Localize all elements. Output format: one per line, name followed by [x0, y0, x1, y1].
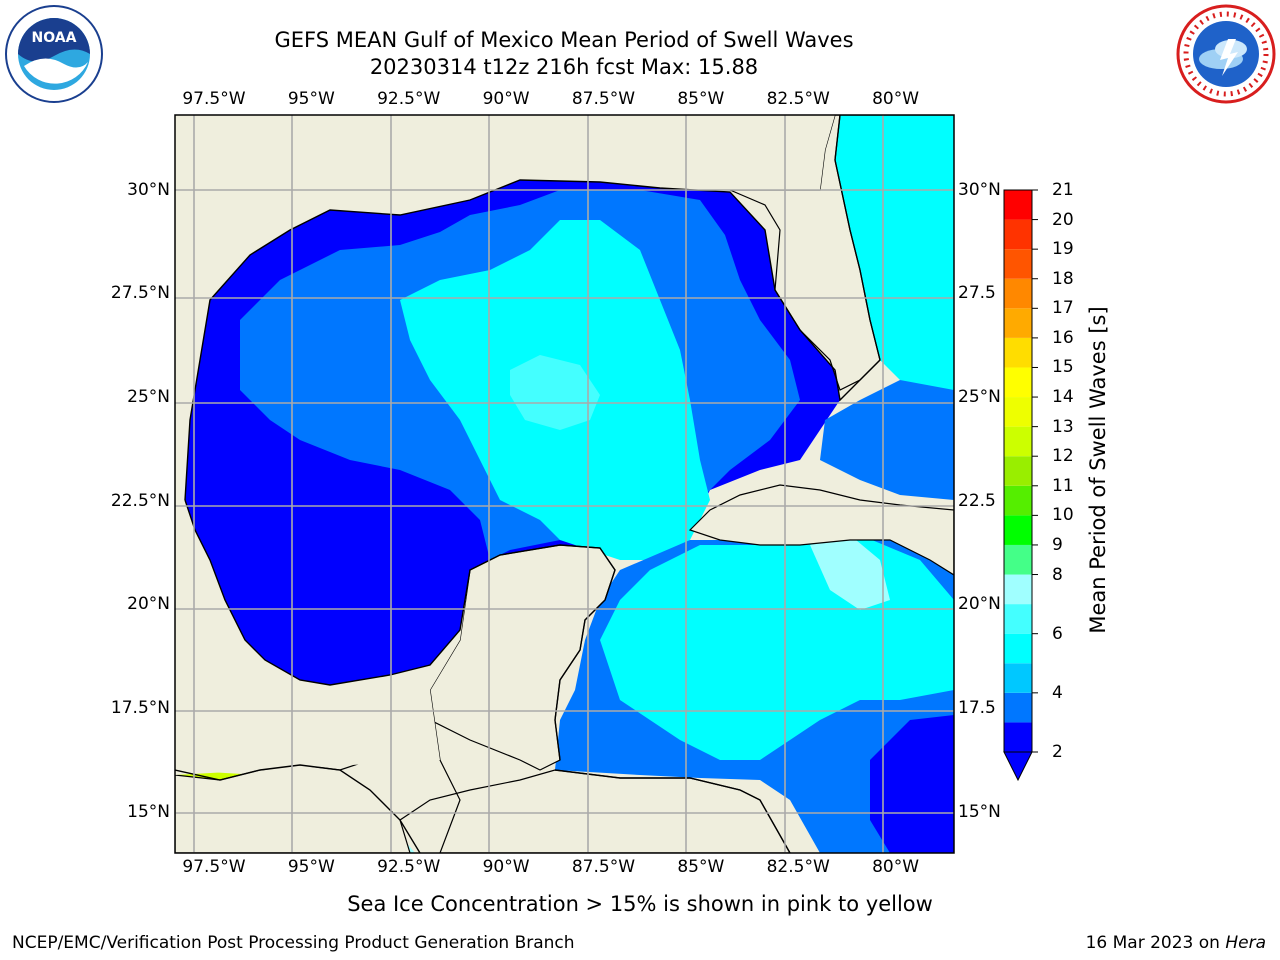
- land-cuba: [688, 484, 954, 576]
- colorbar-swatch: [1004, 308, 1032, 338]
- coastline-central-america: [175, 764, 791, 853]
- footer-date: 16 Mar 2023 on Hera: [1086, 933, 1266, 953]
- colorbar-tick-label: 10: [1052, 505, 1074, 526]
- colorbar-swatch: [1004, 485, 1032, 516]
- y-tick-label-right: 17.5: [958, 697, 996, 718]
- plot-frame: [174, 114, 955, 854]
- y-tick-label-right: 15°N: [958, 801, 1001, 822]
- sea-ice-caption: Sea Ice Concentration > 15% is shown in …: [347, 892, 933, 916]
- coastline-mexico: [184, 499, 616, 761]
- gulf-water-light-2: [510, 355, 600, 430]
- gridlines: [175, 115, 954, 853]
- y-tick-label-left: 30°N: [127, 179, 170, 200]
- x-tick-label-bottom: 92.5°W: [377, 857, 441, 877]
- colorbar-frame: [1003, 189, 1033, 753]
- y-tick-label-left: 25°N: [127, 386, 170, 407]
- caribbean-water-lighter: [810, 535, 890, 610]
- colorbar-swatch: [1004, 367, 1032, 398]
- colorbar-tick-label: 8: [1052, 564, 1063, 585]
- colorbar: [1003, 189, 1038, 782]
- y-tick-label-left: 27.5°N: [110, 283, 170, 304]
- colorbar-tick-label: 6: [1052, 623, 1063, 644]
- colorbar-tick-label: 18: [1052, 268, 1074, 289]
- colorbar-swatch: [1004, 544, 1032, 575]
- colorbar-swatch: [1004, 278, 1032, 309]
- x-tick-label-bottom: 90°W: [482, 857, 530, 877]
- x-tick-label-bottom: 85°W: [677, 857, 725, 877]
- chart-subtitle: 20230314 t12z 216h fcst Max: 15.88: [369, 55, 759, 79]
- x-tick-label-top: 87.5°W: [571, 89, 636, 109]
- x-tick-label-bottom: 87.5°W: [571, 857, 636, 877]
- atlantic-water: [830, 115, 954, 395]
- colorbar-extend-min: [1003, 751, 1033, 782]
- y-tick-label-left: 17.5°N: [110, 697, 170, 718]
- colorbar-label: Mean Period of Swell Waves [s]: [1086, 306, 1110, 634]
- colorbar-swatch: [1004, 456, 1032, 486]
- colorbar-swatch: [1004, 663, 1032, 693]
- colorbar-tick-label: 11: [1052, 475, 1074, 496]
- y-tick-label-right: 22.5: [958, 490, 996, 511]
- y-tick-label-right: 27.5: [958, 283, 996, 304]
- caribbean-water-dark: [870, 715, 954, 853]
- x-tick-label-bottom: 82.5°W: [766, 857, 830, 877]
- land-mexico-east: [175, 500, 470, 775]
- colorbar-swatch: [1004, 426, 1032, 457]
- colorbar-tick-label: 2: [1052, 742, 1063, 762]
- colorbar-swatch: [1004, 692, 1032, 723]
- x-tick-label-bottom: 97.5°W: [182, 857, 246, 877]
- colorbar-tick-label: 15: [1052, 357, 1074, 378]
- coastline: [184, 115, 881, 501]
- y-tick-label-left: 22.5°N: [110, 490, 170, 511]
- colorbar-tick-label: 20: [1052, 209, 1074, 230]
- land-north-coast: [175, 115, 835, 500]
- atlantic-water-mid: [820, 380, 954, 500]
- x-tick-label-bottom: 80°W: [872, 857, 920, 877]
- colorbar-tick-label: 13: [1052, 416, 1074, 437]
- colorbar-swatch: [1004, 397, 1032, 427]
- colorbar-tick-label: 19: [1052, 239, 1074, 260]
- colorbar-tick-label: 4: [1052, 682, 1063, 703]
- y-tick-label-left: 20°N: [127, 594, 170, 615]
- colorbar-tick-label: 16: [1052, 327, 1074, 348]
- colorbar-swatch: [1004, 190, 1032, 220]
- colorbar-swatch: [1004, 515, 1032, 545]
- x-tick-label-top: 95°W: [287, 89, 335, 109]
- colorbar-tick-label: 9: [1052, 534, 1063, 555]
- y-tick-label-right: 30°N: [958, 179, 1001, 200]
- y-tick-label-right: 25°N: [958, 386, 1001, 407]
- x-tick-label-top: 82.5°W: [766, 89, 830, 109]
- colorbar-swatch: [1004, 604, 1032, 634]
- colorbar-swatch: [1004, 219, 1032, 250]
- colorbar-swatch: [1004, 249, 1032, 279]
- colorbar-tick-label: 17: [1052, 298, 1074, 319]
- x-tick-label-top: 85°W: [677, 89, 725, 109]
- colorbar-tick-label: 21: [1052, 180, 1074, 200]
- footer-date-text: 16 Mar 2023 on: [1085, 933, 1220, 953]
- y-tick-label-left: 15°N: [127, 801, 170, 822]
- noaa-logo: NOAA: [5, 5, 103, 103]
- x-tick-label-top: 92.5°W: [377, 89, 441, 109]
- nws-logo: [1176, 4, 1276, 104]
- x-tick-label-top: 90°W: [482, 89, 530, 109]
- footer-credit: NCEP/EMC/Verification Post Processing Pr…: [12, 933, 575, 953]
- colorbar-tick-label: 14: [1052, 387, 1074, 408]
- x-tick-label-bottom: 95°W: [287, 857, 335, 877]
- colorbar-swatch: [1004, 722, 1032, 752]
- colorbar-swatch: [1004, 633, 1032, 664]
- chart-title: GEFS MEAN Gulf of Mexico Mean Period of …: [274, 28, 854, 52]
- colorbar-swatch: [1004, 574, 1032, 605]
- x-tick-label-top: 80°W: [872, 89, 920, 109]
- y-tick-label-right: 20°N: [958, 594, 1001, 615]
- colorbar-swatch: [1004, 337, 1032, 368]
- footer-host: Hera: [1225, 933, 1266, 953]
- colorbar-tick-label: 12: [1052, 446, 1074, 467]
- x-tick-label-top: 97.5°W: [182, 89, 246, 109]
- noaa-logo-text: NOAA: [32, 30, 77, 46]
